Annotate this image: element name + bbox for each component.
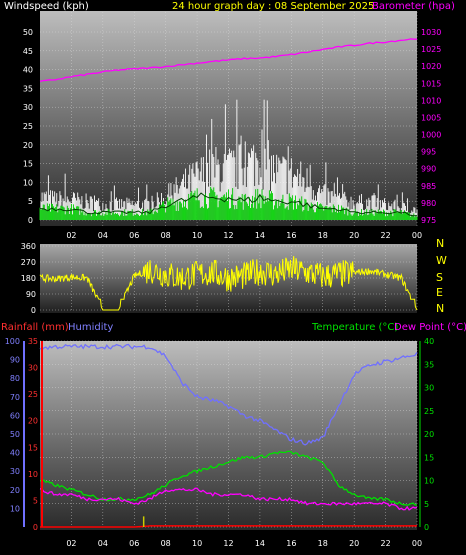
baro-y-tick: 1015 bbox=[421, 79, 441, 88]
rain-y-tick: 10 bbox=[28, 470, 38, 479]
humidity-y-tick: 60 bbox=[10, 411, 20, 420]
wind-y-tick: 0 bbox=[28, 216, 33, 225]
rain-title: Rainfall (mm) bbox=[1, 322, 69, 333]
wind-y-tick: 30 bbox=[23, 103, 33, 112]
rain-y-tick: 25 bbox=[28, 390, 38, 399]
baro-y-tick: 1025 bbox=[421, 45, 441, 54]
rain-y-tick: 35 bbox=[28, 337, 38, 346]
wind-y-tick: 40 bbox=[23, 66, 33, 75]
barometer-line bbox=[39, 38, 417, 83]
temp-x-tick: 22 bbox=[380, 539, 390, 548]
dir-compass-label: N bbox=[436, 237, 444, 250]
temp-x-tick: 18 bbox=[318, 539, 328, 548]
dir-compass-label: W bbox=[436, 254, 447, 267]
wind-y-tick: 45 bbox=[23, 47, 33, 56]
rain-y-tick: 5 bbox=[33, 496, 38, 505]
rain-y-tick: 30 bbox=[28, 364, 38, 373]
temp-y-tick: 20 bbox=[424, 430, 434, 439]
dir-y-tick: 360 bbox=[21, 242, 36, 251]
temp-x-tick: 10 bbox=[192, 539, 202, 548]
humidity-line bbox=[39, 343, 418, 446]
rain-y-tick: 15 bbox=[28, 443, 38, 452]
wind-y-tick: 50 bbox=[23, 28, 33, 37]
wind-x-tick: 14 bbox=[255, 231, 265, 240]
temp-x-tick: 00 bbox=[412, 539, 422, 548]
humidity-y-tick: 80 bbox=[10, 374, 20, 383]
dir-compass-label: E bbox=[436, 286, 443, 299]
temp-y-tick: 30 bbox=[424, 384, 434, 393]
humidity-title: Humidity bbox=[68, 322, 113, 333]
dir-y-tick: 0 bbox=[31, 306, 36, 315]
wind-y-tick: 15 bbox=[23, 160, 33, 169]
temp-x-tick: 16 bbox=[286, 539, 296, 548]
baro-y-tick: 985 bbox=[421, 182, 436, 191]
wind-y-tick: 25 bbox=[23, 122, 33, 131]
baro-y-tick: 995 bbox=[421, 148, 436, 157]
humidity-y-tick: 40 bbox=[10, 449, 20, 458]
dir-y-tick: 90 bbox=[26, 290, 36, 299]
dir-y-tick: 180 bbox=[21, 274, 36, 283]
temp-y-tick: 35 bbox=[424, 360, 434, 369]
humidity-y-tick: 30 bbox=[10, 467, 20, 476]
temp-y-tick: 0 bbox=[424, 523, 429, 532]
rain-line bbox=[40, 525, 417, 528]
baro-y-tick: 1010 bbox=[421, 96, 441, 105]
temp-x-tick: 06 bbox=[129, 539, 139, 548]
temp-x-tick: 02 bbox=[66, 539, 76, 548]
temp-y-tick: 25 bbox=[424, 407, 434, 416]
baro-y-tick: 1005 bbox=[421, 113, 441, 122]
dir-compass-label: N bbox=[436, 302, 444, 315]
wind-x-tick: 08 bbox=[161, 231, 171, 240]
temp-x-tick: 08 bbox=[161, 539, 171, 548]
baro-y-tick: 1000 bbox=[421, 131, 441, 140]
humidity-y-tick: 100 bbox=[5, 337, 20, 346]
wind-x-tick: 06 bbox=[129, 231, 139, 240]
temp-y-tick: 5 bbox=[424, 500, 429, 509]
baro-y-tick: 1030 bbox=[421, 28, 441, 37]
wind-x-tick: 04 bbox=[98, 231, 108, 240]
wind-x-tick: 02 bbox=[66, 231, 76, 240]
wind-x-tick: 12 bbox=[223, 231, 233, 240]
wind-title: Windspeed (kph) bbox=[4, 1, 89, 12]
humidity-y-tick: 10 bbox=[10, 504, 20, 513]
baro-y-tick: 1020 bbox=[421, 62, 441, 71]
wind-x-tick: 16 bbox=[286, 231, 296, 240]
dir-y-tick: 270 bbox=[21, 258, 36, 267]
dew-title: Dew Point (°C) bbox=[394, 322, 466, 333]
baro-y-tick: 980 bbox=[421, 199, 436, 208]
baro-title: Barometer (hpa) bbox=[372, 1, 455, 12]
temp-x-tick: 04 bbox=[98, 539, 108, 548]
dir-compass-label: S bbox=[436, 271, 443, 284]
rain-y-tick: 20 bbox=[28, 417, 38, 426]
temp-title: Temperature (°C) bbox=[311, 322, 398, 333]
rain-y-tick: 0 bbox=[33, 523, 38, 532]
baro-y-tick: 990 bbox=[421, 165, 436, 174]
dewpoint-line bbox=[39, 487, 418, 511]
temp-x-tick: 12 bbox=[223, 539, 233, 548]
humidity-y-tick: 20 bbox=[10, 486, 20, 495]
temp-y-tick: 15 bbox=[424, 453, 434, 462]
day-title: 24 hour graph day : 08 September 2025 bbox=[172, 1, 374, 12]
wind-x-tick: 22 bbox=[380, 231, 390, 240]
wind-x-tick: 10 bbox=[192, 231, 202, 240]
wind-y-tick: 10 bbox=[23, 178, 33, 187]
wind-y-tick: 20 bbox=[23, 141, 33, 150]
wind-avg-line bbox=[39, 192, 418, 217]
temperature-line bbox=[39, 450, 417, 506]
temp-y-tick: 10 bbox=[424, 477, 434, 486]
baro-y-tick: 975 bbox=[421, 216, 436, 225]
wind-direction-line bbox=[39, 255, 418, 311]
wind-x-tick: 18 bbox=[318, 231, 328, 240]
humidity-y-tick: 90 bbox=[10, 356, 20, 365]
humidity-y-tick: 50 bbox=[10, 430, 20, 439]
wind-y-tick: 5 bbox=[28, 197, 33, 206]
wind-x-tick: 20 bbox=[349, 231, 359, 240]
temp-x-tick: 14 bbox=[255, 539, 265, 548]
temp-x-tick: 20 bbox=[349, 539, 359, 548]
wind-x-tick: 00 bbox=[412, 231, 422, 240]
humidity-y-tick: 70 bbox=[10, 393, 20, 402]
temp-y-tick: 40 bbox=[424, 337, 434, 346]
wind-y-tick: 35 bbox=[23, 84, 33, 93]
